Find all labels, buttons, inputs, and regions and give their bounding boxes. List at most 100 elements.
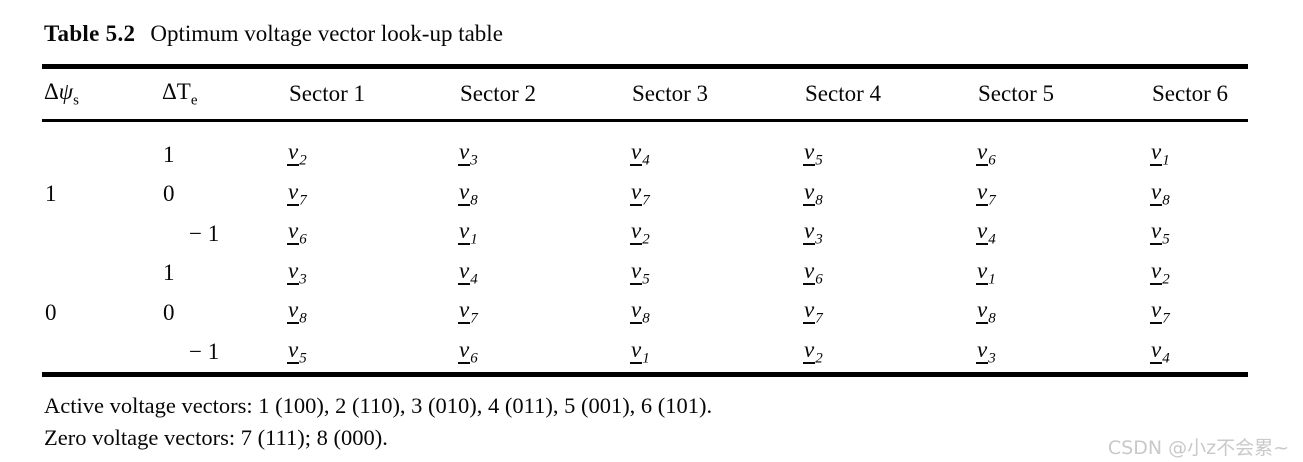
vector-symbol: v: [287, 218, 300, 246]
vector-symbol: v: [803, 218, 816, 246]
vector-symbol: v: [287, 336, 300, 364]
vector-symbol: v: [458, 336, 471, 364]
vector-subscript: 6: [815, 271, 824, 288]
vector-symbol: v: [287, 139, 300, 167]
vector-symbol: v: [630, 297, 643, 325]
vector-cell: v8: [630, 297, 803, 328]
table-body: 1 v2 v3 v4 v5 v6 v1 1 0 v7 v8 v7 v8 v7 v8− 1 v6 v1 v2 v3 v4…: [42, 122, 1248, 372]
vector-cell: v8: [287, 297, 458, 328]
column-header-sector-1: Sector 1: [289, 81, 366, 106]
column-header-sector-6: Sector 6: [1152, 81, 1229, 106]
vector-subscript: 1: [1162, 153, 1171, 170]
table-row: 1 v2 v3 v4 v5 v6 v1: [42, 135, 1248, 175]
vector-cell: v5: [1150, 218, 1248, 249]
vector-symbol: v: [1150, 139, 1163, 167]
vector-cell: v6: [976, 139, 1150, 170]
vector-cell: v8: [803, 179, 976, 210]
vector-cell: v3: [458, 139, 630, 170]
footnote-zero-vectors: Zero voltage vectors: 7 (111); 8 (000).: [44, 425, 388, 450]
vector-symbol: v: [1150, 297, 1163, 325]
vector-subscript: 6: [470, 350, 479, 367]
table-bottom-rule: [42, 372, 1248, 377]
vector-symbol: v: [976, 139, 989, 167]
table-caption-text: Optimum voltage vector look-up table: [150, 21, 503, 46]
vector-symbol: v: [976, 336, 989, 364]
flux-cell: 1: [45, 181, 57, 207]
table-header-rule: [42, 119, 1248, 122]
vector-cell: v3: [287, 258, 458, 289]
torque-cell: − 1: [189, 220, 220, 246]
torque-cell: 1: [163, 260, 175, 286]
vector-symbol: v: [287, 297, 300, 325]
vector-symbol: v: [1150, 178, 1163, 206]
vector-cell: v7: [1150, 297, 1248, 328]
vector-cell: v4: [458, 258, 630, 289]
vector-symbol: v: [803, 336, 816, 364]
vector-subscript: 3: [299, 271, 308, 288]
vector-symbol: v: [1150, 257, 1163, 285]
column-header-sector-2: Sector 2: [460, 81, 537, 106]
vector-symbol: v: [630, 139, 643, 167]
vector-symbol: v: [1150, 336, 1163, 364]
vector-subscript: 2: [299, 153, 308, 170]
vector-symbol: v: [630, 257, 643, 285]
table-row: − 1 v5 v6 v1 v2 v3 v4: [42, 333, 1248, 373]
csdn-watermark: CSDN @小z不会累~: [1107, 437, 1289, 459]
vector-subscript: 7: [470, 311, 479, 328]
vector-cell: v7: [287, 179, 458, 210]
vector-subscript: 4: [1162, 350, 1171, 367]
vector-cell: v4: [1150, 337, 1248, 368]
vector-symbol: v: [458, 297, 471, 325]
table-row: 0 0 v8 v7 v8 v7 v8 v7: [42, 293, 1248, 333]
table-caption: Table 5.2 Optimum voltage vector look-up …: [44, 21, 503, 47]
column-header-sector-5: Sector 5: [978, 81, 1055, 106]
vector-symbol: v: [1150, 218, 1163, 246]
vector-cell: v7: [803, 297, 976, 328]
vector-cell: v3: [976, 337, 1150, 368]
vector-subscript: 1: [470, 232, 479, 249]
table-row: 1 0 v7 v8 v7 v8 v7 v8: [42, 175, 1248, 215]
vector-subscript: 1: [642, 350, 651, 367]
vector-subscript: 1: [988, 271, 997, 288]
vector-subscript: 8: [642, 311, 651, 328]
flux-header-symbol: ψ: [58, 78, 74, 104]
vector-subscript: 8: [815, 192, 824, 209]
vector-symbol: v: [630, 336, 643, 364]
vector-subscript: 6: [299, 232, 308, 249]
vector-cell: v1: [976, 258, 1150, 289]
footnote-active-vectors: Active voltage vectors: 1 (100), 2 (110)…: [44, 393, 713, 418]
vector-symbol: v: [976, 297, 989, 325]
table-header-row: Δψs ΔTe Sector 1 Sector 2 Sector 3 Secto…: [42, 69, 1248, 119]
vector-cell: v2: [630, 218, 803, 249]
vector-cell: v5: [803, 139, 976, 170]
column-header-flux: Δψs: [42, 79, 160, 110]
vector-cell: v8: [1150, 179, 1248, 210]
vector-symbol: v: [976, 178, 989, 206]
table-row: − 1 v6 v1 v2 v3 v4 v5: [42, 214, 1248, 254]
vector-cell: v3: [803, 218, 976, 249]
torque-header-subscript: e: [190, 92, 198, 109]
vector-symbol: v: [803, 297, 816, 325]
torque-cell: 1: [163, 141, 175, 167]
column-header-torque: ΔTe: [160, 79, 287, 110]
column-header-sector-4: Sector 4: [805, 81, 882, 106]
torque-cell: 0: [163, 181, 175, 207]
vector-subscript: 4: [642, 153, 651, 170]
vector-cell: v1: [458, 218, 630, 249]
table-top-rule: [42, 64, 1248, 69]
flux-cell: 0: [45, 299, 57, 325]
vector-symbol: v: [803, 139, 816, 167]
table-row: 1 v3 v4 v5 v6 v1 v2: [42, 254, 1248, 294]
flux-header-subscript: s: [73, 92, 79, 109]
vector-cell: v5: [630, 258, 803, 289]
vector-symbol: v: [458, 218, 471, 246]
vector-subscript: 5: [1162, 232, 1171, 249]
vector-symbol: v: [976, 218, 989, 246]
vector-cell: v6: [803, 258, 976, 289]
vector-symbol: v: [630, 178, 643, 206]
vector-symbol: v: [458, 139, 471, 167]
vector-cell: v7: [630, 179, 803, 210]
vector-symbol: v: [803, 178, 816, 206]
vector-symbol: v: [458, 178, 471, 206]
